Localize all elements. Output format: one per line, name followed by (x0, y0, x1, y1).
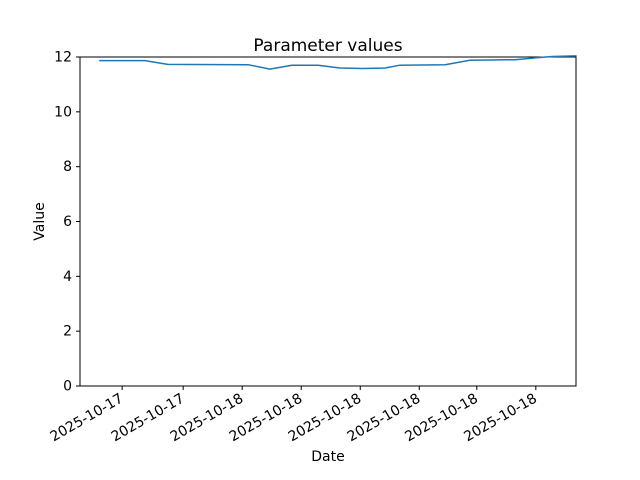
y-tick-label: 10 (54, 104, 72, 120)
y-tick-label: 12 (54, 49, 72, 65)
y-tick-label: 4 (63, 269, 72, 285)
series-line (99, 55, 577, 70)
chart-title: Parameter values (253, 36, 402, 56)
x-axis-label: Date (311, 449, 344, 465)
y-tick-label: 2 (63, 324, 72, 340)
y-tick-label: 8 (63, 159, 72, 175)
y-tick-label: 0 (63, 378, 72, 394)
y-axis-label: Value (32, 202, 48, 240)
y-tick-label: 6 (63, 214, 72, 230)
plot-area (79, 56, 577, 387)
